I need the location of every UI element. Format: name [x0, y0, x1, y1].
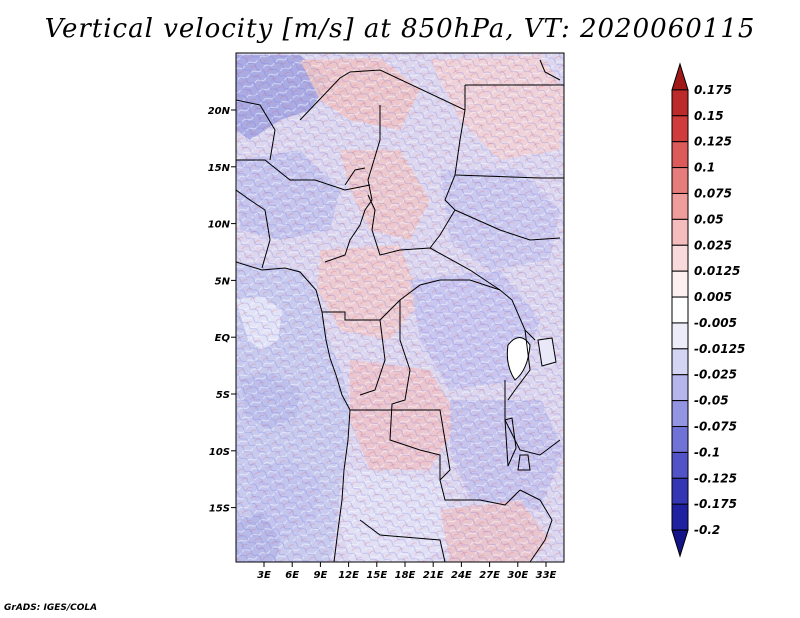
colorbar-level-label: 0.175 — [694, 83, 732, 97]
lon-tick-label: 12E — [338, 570, 359, 581]
grads-credit: GrADS: IGES/COLA — [4, 603, 98, 613]
colorbar-level-label: -0.125 — [694, 471, 737, 485]
colorbar-swatch — [671, 322, 689, 350]
lon-tick-label: 3E — [257, 570, 271, 581]
colorbar-level-label: -0.2 — [694, 523, 720, 537]
lon-tick-label: 27E — [479, 570, 500, 581]
lon-tick-label: 18E — [395, 570, 416, 581]
latitude-axis: 20N 15N 10N 5N EQ 5S 10S 15S — [208, 106, 236, 515]
longitude-axis: 3E 6E 9E 12E 15E 18E 21E 24E 27E 30E 33E — [257, 562, 557, 581]
lon-tick-label: 30E — [507, 570, 528, 581]
colorbar-level-label: 0.1 — [694, 161, 715, 175]
map-title: Vertical velocity [m/s] at 850hPa, VT: 2… — [44, 14, 756, 44]
colorbar-swatch — [671, 115, 689, 143]
colorbar-swatch — [671, 477, 689, 505]
colorbar-swatch — [671, 218, 689, 246]
colorbar-swatch — [671, 348, 689, 376]
colorbar-swatch — [671, 270, 689, 298]
lon-tick-label: 9E — [314, 570, 328, 581]
colorbar-level-label: 0.005 — [694, 290, 732, 304]
colorbar-swatch — [671, 374, 689, 402]
lat-tick-label: 10S — [209, 447, 230, 458]
lon-tick-label: 21E — [423, 570, 444, 581]
lat-tick-label: EQ — [215, 333, 231, 344]
colorbar-level-label: 0.025 — [694, 238, 732, 252]
lat-tick-label: 15N — [208, 163, 231, 174]
colorbar-swatch — [671, 426, 689, 453]
colorbar-swatch — [671, 451, 689, 479]
colorbar-level-label: 0.125 — [694, 135, 732, 149]
colorbar-swatch — [671, 296, 689, 324]
colorbar-swatch — [671, 141, 689, 169]
colorbar-level-label: -0.0125 — [694, 342, 745, 356]
colorbar-level-label: -0.075 — [694, 420, 737, 434]
colorbar-swatch — [671, 400, 689, 428]
map-frame — [235, 52, 565, 563]
colorbar-level-label: -0.175 — [694, 497, 737, 511]
lat-tick-label: 10N — [208, 220, 231, 231]
colorbar: 0.175 0.15 0.125 0.1 0.075 0.05 0.025 0.0125 0.0… — [671, 62, 745, 558]
lon-tick-label: 6E — [285, 570, 299, 581]
colorbar-swatch — [671, 62, 689, 91]
colorbar-level-label: -0.005 — [694, 316, 737, 330]
colorbar-swatch — [671, 529, 689, 558]
country-borders — [236, 59, 564, 562]
lat-tick-label: 5S — [216, 390, 230, 401]
colorbar-level-label: 0.075 — [694, 186, 732, 200]
colorbar-level-label: 0.0125 — [694, 264, 740, 278]
colorbar-level-label: 0.15 — [694, 109, 724, 123]
lat-tick-label: 20N — [208, 106, 231, 117]
colorbar-swatch — [671, 503, 689, 531]
colorbar-swatch — [671, 167, 689, 194]
lon-tick-label: 33E — [536, 570, 557, 581]
colorbar-level-label: -0.025 — [694, 368, 737, 382]
lon-tick-label: 24E — [451, 570, 472, 581]
colorbar-level-label: 0.05 — [694, 212, 724, 226]
colorbar-level-label: -0.1 — [694, 445, 720, 459]
colorbar-swatch — [671, 244, 689, 272]
colorbar-swatch — [671, 89, 689, 117]
lat-tick-label: 15S — [209, 504, 230, 515]
colorbar-level-label: -0.05 — [694, 394, 729, 408]
lat-tick-label: 5N — [215, 276, 231, 287]
lon-tick-label: 15E — [366, 570, 387, 581]
colorbar-swatch — [671, 192, 689, 220]
